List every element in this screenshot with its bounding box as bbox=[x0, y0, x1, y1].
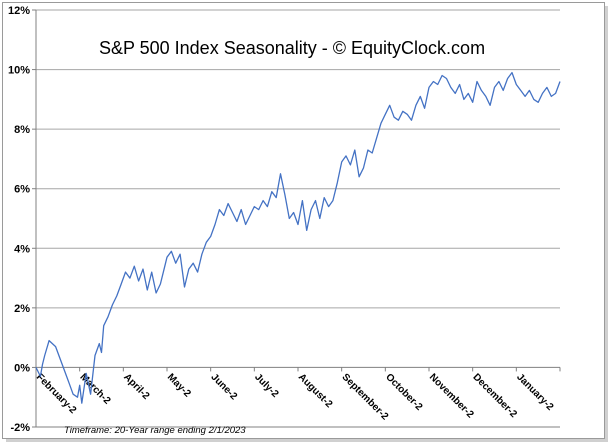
y-tick-label: 6% bbox=[14, 184, 30, 196]
x-axis-ticks: February-2 March-2 April-2 May-2 June-2 July-… bbox=[34, 367, 561, 423]
series-group bbox=[35, 71, 561, 404]
y-tick-label: 8% bbox=[14, 124, 30, 136]
y-axis-ticks: 12% 10% 8% 6% 4% 2% 0% -2% bbox=[8, 5, 36, 434]
x-tick-label: May-2 bbox=[165, 372, 193, 400]
y-tick-label: 10% bbox=[8, 65, 30, 77]
y-tick-label: -2% bbox=[10, 422, 30, 434]
frame-shadow-bottom bbox=[6, 439, 608, 442]
axes bbox=[35, 10, 560, 428]
x-tick-label: April-2 bbox=[121, 372, 151, 402]
x-tick-label: July-2 bbox=[252, 372, 281, 401]
x-tick-label: March-2 bbox=[78, 372, 113, 407]
series-line bbox=[35, 71, 561, 404]
x-tick-label: November-2 bbox=[427, 372, 476, 421]
x-tick-label: October-2 bbox=[383, 372, 424, 413]
timeframe-footnote: Timeframe: 20-Year range ending 2/1/2023 bbox=[64, 425, 246, 436]
y-tick-label: 12% bbox=[8, 5, 30, 17]
chart-title: S&P 500 Index Seasonality - © EquityCloc… bbox=[99, 38, 485, 58]
frame-shadow-right bbox=[605, 6, 608, 441]
x-tick-label: September-2 bbox=[340, 372, 391, 423]
chart-frame bbox=[2, 2, 605, 439]
x-tick-label: June-2 bbox=[209, 372, 240, 403]
x-tick-label: February-2 bbox=[34, 372, 79, 417]
x-tick-label: December-2 bbox=[471, 372, 520, 421]
x-tick-label: August-2 bbox=[296, 372, 335, 411]
y-tick-label: 2% bbox=[14, 303, 30, 315]
x-tick-label: January-2 bbox=[514, 372, 555, 413]
grid-lines bbox=[36, 9, 560, 428]
y-tick-label: 0% bbox=[14, 362, 30, 374]
y-tick-label: 4% bbox=[14, 243, 30, 255]
